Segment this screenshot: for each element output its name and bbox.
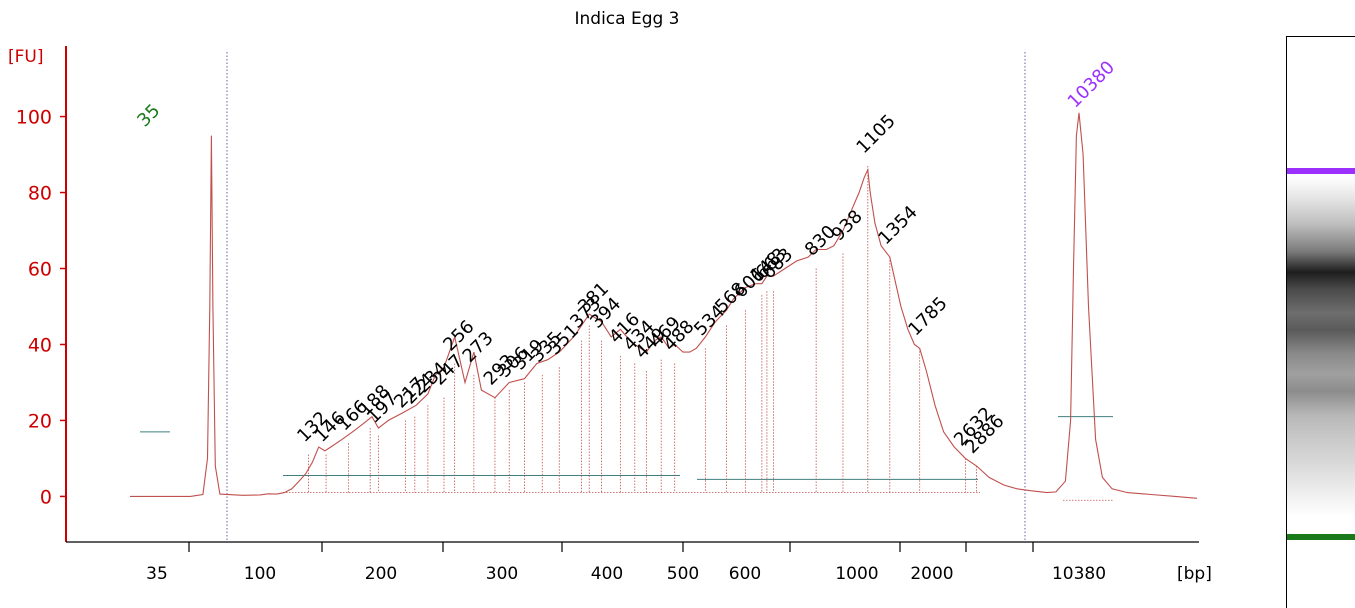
x-tick-label: 200 bbox=[365, 564, 397, 584]
marker-label: 35 bbox=[133, 100, 164, 131]
y-tick-label: 60 bbox=[28, 259, 52, 281]
x-tick-label: 2000 bbox=[910, 564, 953, 584]
gel-image bbox=[1286, 36, 1355, 608]
gel-smear bbox=[1287, 177, 1355, 517]
plot-area: 0 20 40 60 80 100 35 100 200 300 400 500 600 1000 2000… bbox=[16, 46, 1199, 584]
y-tick-label: 0 bbox=[40, 486, 52, 508]
y-tick-label: 40 bbox=[28, 334, 52, 356]
y-axis-label: [FU] bbox=[8, 47, 44, 67]
x-tick-label: 300 bbox=[486, 564, 518, 584]
x-tick-label: 35 bbox=[146, 564, 168, 584]
x-tick-label: 10380 bbox=[1052, 564, 1106, 584]
marker-label: 10380 bbox=[1064, 57, 1119, 112]
x-axis-label: [bp] bbox=[1177, 564, 1212, 584]
signal-trace bbox=[130, 112, 1198, 499]
gel-lower-marker-band bbox=[1287, 534, 1355, 540]
electropherogram-chart: Indica Egg 3 [FU] [bp] 0 20 40 60 80 100 35 100… bbox=[8, 9, 1212, 584]
gel-upper-marker-band bbox=[1287, 168, 1355, 174]
x-tick-label: 1000 bbox=[835, 564, 878, 584]
y-tick-label: 20 bbox=[28, 410, 52, 432]
gel-lane bbox=[1287, 37, 1355, 608]
peak-label: 1354 bbox=[874, 202, 921, 249]
y-tick-label: 80 bbox=[28, 183, 52, 205]
x-tick-label: 500 bbox=[667, 564, 699, 584]
x-tick-label: 400 bbox=[591, 564, 623, 584]
x-tick-label: 600 bbox=[729, 564, 761, 584]
peak-label: 1785 bbox=[904, 293, 951, 340]
chart-title: Indica Egg 3 bbox=[574, 9, 679, 29]
y-tick-label: 100 bbox=[16, 107, 52, 129]
peak-label: 1105 bbox=[852, 111, 899, 158]
x-tick-label: 100 bbox=[244, 564, 276, 584]
